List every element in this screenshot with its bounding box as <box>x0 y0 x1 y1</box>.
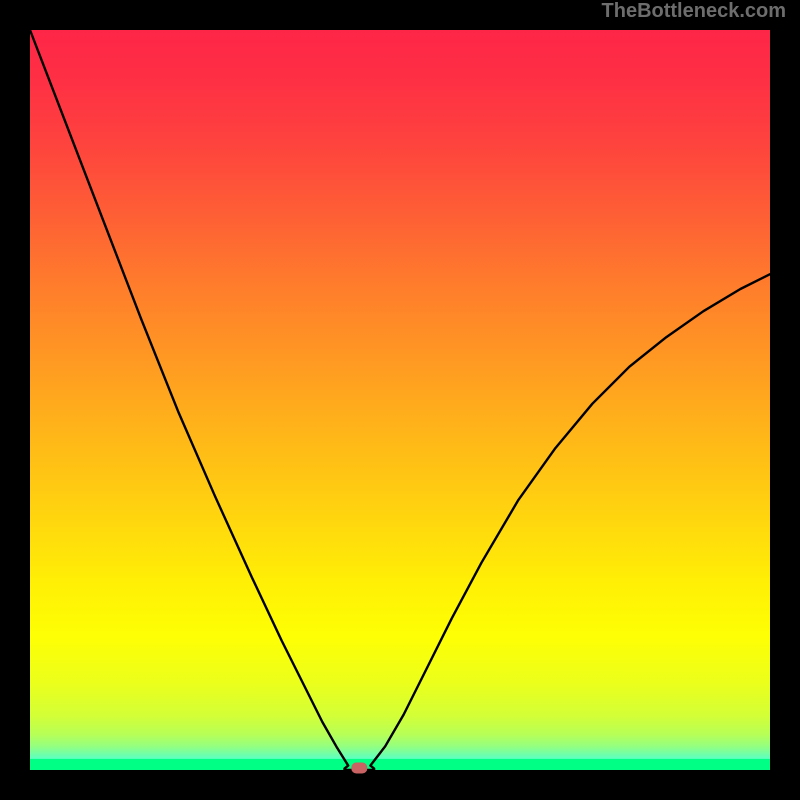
bottom-band <box>30 759 770 770</box>
chart-container: TheBottleneck.com <box>0 0 800 800</box>
bottleneck-chart <box>0 0 800 800</box>
chart-background <box>30 30 770 770</box>
optimum-marker <box>351 763 367 774</box>
